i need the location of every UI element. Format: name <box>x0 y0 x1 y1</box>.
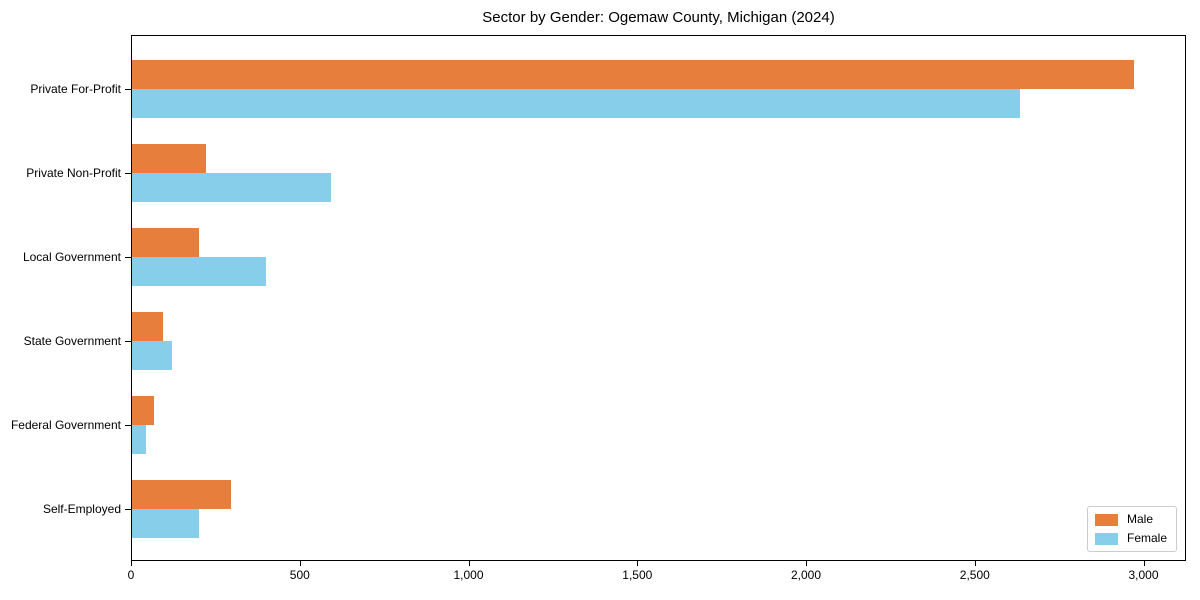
x-tick-label: 0 <box>127 568 135 582</box>
y-label-private-for-profit: Private For-Profit <box>30 82 121 96</box>
x-tick <box>1143 561 1145 566</box>
x-tick <box>974 561 976 566</box>
x-tick <box>637 561 639 566</box>
x-tick-label: 500 <box>289 568 310 582</box>
x-tick-label: 1,000 <box>453 568 484 582</box>
legend-item-female: Female <box>1094 531 1167 545</box>
x-tick-label: 2,500 <box>959 568 990 582</box>
legend: Male Female <box>1086 506 1177 552</box>
bar-female-federal-government <box>132 424 147 454</box>
legend-item-male: Male <box>1094 512 1167 526</box>
x-tick <box>468 561 470 566</box>
chart-title: Sector by Gender: Ogemaw County, Michiga… <box>482 9 835 26</box>
male-swatch <box>1094 513 1118 526</box>
bar-female-local-government <box>132 256 266 286</box>
bar-male-local-government <box>132 227 199 257</box>
y-tick <box>125 172 131 174</box>
x-tick-label: 3,000 <box>1128 568 1159 582</box>
bar-female-state-government <box>132 340 172 370</box>
y-label-local-government: Local Government <box>22 249 121 264</box>
female-swatch <box>1094 532 1118 545</box>
plot-area: Male Female <box>131 35 1186 561</box>
x-tick-label: 2,000 <box>790 568 822 582</box>
bar-male-federal-government <box>132 395 155 425</box>
y-tick <box>125 508 131 510</box>
x-tick <box>299 561 301 566</box>
legend-label-female: Female <box>1126 531 1167 545</box>
y-tick <box>125 256 131 258</box>
bar-female-self-employed <box>132 508 200 538</box>
y-label-private-non-profit: Private Non-Profit <box>26 165 121 180</box>
bar-female-private-for-profit <box>132 89 1021 118</box>
bar-male-self-employed <box>132 479 232 509</box>
x-tick <box>131 561 132 566</box>
bar-female-private-non-profit <box>132 172 332 202</box>
y-label-self-employed: Self-Employed <box>42 501 121 516</box>
y-label-federal-government: Federal Government <box>10 417 121 432</box>
bar-male-private-non-profit <box>132 143 207 173</box>
y-label-state-government: State Government <box>23 333 121 348</box>
bar-male-state-government <box>132 311 164 341</box>
bar-male-private-for-profit <box>132 60 1135 89</box>
y-tick <box>125 340 131 342</box>
y-tick <box>125 89 131 90</box>
x-tick <box>806 561 807 566</box>
x-tick-label: 1,500 <box>622 568 653 582</box>
y-tick <box>125 424 131 426</box>
legend-label-male: Male <box>1126 512 1153 526</box>
